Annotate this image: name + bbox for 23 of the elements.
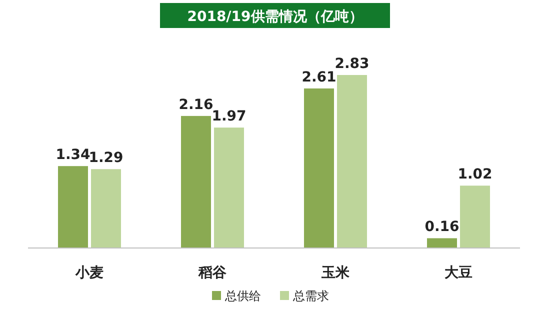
data-label: 1.29 bbox=[88, 150, 124, 166]
bar bbox=[181, 116, 211, 248]
bar bbox=[337, 75, 367, 248]
x-tick-label: 玉米 bbox=[320, 265, 350, 281]
x-tick-label: 稻谷 bbox=[198, 265, 228, 281]
x-tick-label: 大豆 bbox=[444, 265, 472, 281]
bar bbox=[214, 128, 244, 248]
legend-label: 总供给 bbox=[224, 289, 261, 303]
data-label: 1.34 bbox=[56, 147, 91, 164]
bar bbox=[304, 88, 334, 248]
data-label: 2.16 bbox=[178, 96, 214, 113]
bar bbox=[427, 238, 457, 248]
data-label: 1.02 bbox=[458, 166, 492, 183]
data-label: 2.61 bbox=[302, 69, 336, 86]
bar bbox=[58, 166, 88, 248]
legend-label: 总需求 bbox=[292, 289, 329, 303]
data-label: 1.97 bbox=[212, 108, 246, 125]
data-label: 0.16 bbox=[424, 219, 460, 236]
chart-title: 2018/19供需情况（亿吨） bbox=[187, 9, 363, 25]
bar bbox=[91, 169, 121, 248]
x-tick-label: 小麦 bbox=[74, 265, 104, 281]
data-label: 2.83 bbox=[334, 56, 370, 72]
bar bbox=[460, 186, 490, 248]
